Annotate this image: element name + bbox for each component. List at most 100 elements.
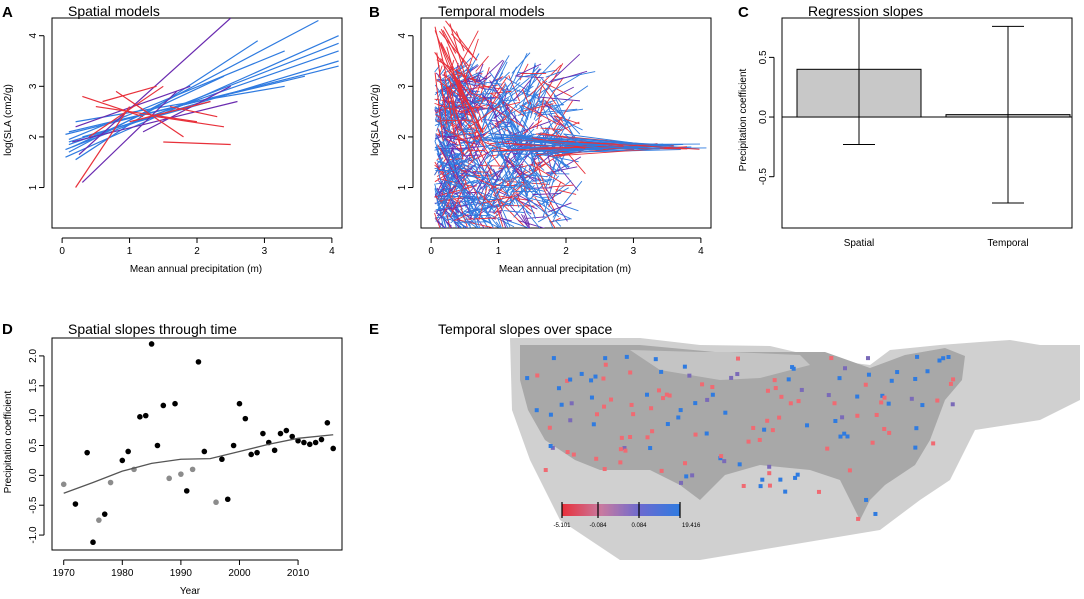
regression-line [525, 184, 540, 196]
regression-line [474, 80, 503, 85]
site-dot [760, 477, 765, 482]
site-dot [682, 364, 687, 369]
site-dot [661, 396, 666, 401]
regression-line [453, 222, 463, 228]
site-dot [855, 394, 860, 399]
regression-line [443, 71, 455, 136]
regression-line [473, 127, 485, 130]
regression-line [465, 197, 475, 203]
regression-line [458, 186, 474, 208]
ylabel-c: Precipitation coefficient [738, 68, 749, 171]
y-tick-label: 1.0 [28, 408, 39, 422]
legend-tick-label: 19.416 [682, 523, 701, 529]
site-dot [704, 431, 709, 436]
regression-line [461, 101, 473, 117]
title-e: Temporal slopes over space [438, 321, 613, 337]
panel-letter-a: A [2, 4, 13, 21]
regression-line [467, 91, 484, 104]
data-point [289, 433, 296, 440]
site-dot [845, 434, 850, 439]
regression-line [518, 190, 550, 217]
frame-c [781, 17, 1073, 229]
regression-line [469, 63, 484, 99]
regression-line [494, 134, 669, 146]
site-dot [741, 483, 746, 488]
site-dot [935, 398, 940, 403]
regression-line [552, 209, 559, 222]
regression-line [436, 153, 444, 168]
regression-line [115, 90, 184, 138]
y-tick-label: -1.0 [28, 526, 39, 544]
regression-line [436, 157, 444, 164]
regression-line [544, 157, 558, 189]
site-dot [601, 376, 606, 381]
regression-line [465, 69, 472, 80]
site-dot [770, 428, 775, 433]
regression-line [549, 184, 574, 188]
site-dot [838, 434, 843, 439]
site-dot [602, 404, 607, 409]
plot-b: 0 1 2 3 4 1 2 3 4 [397, 20, 707, 257]
site-dot [777, 415, 782, 420]
data-point [125, 448, 131, 455]
regression-line [436, 157, 444, 160]
regression-line [503, 159, 536, 182]
regression-line [499, 71, 510, 83]
plot-d: 1970 1980 1990 2000 2010 -1.0 -0.5 0.0 0.5 1.0 1.5… [28, 341, 337, 579]
x-tick-label: 2 [194, 246, 200, 257]
title-a: Spatial models [68, 3, 160, 19]
regression-line [75, 106, 131, 188]
regression-line [532, 194, 557, 204]
regression-line [440, 143, 464, 186]
site-dot [772, 378, 777, 383]
regression-line [458, 95, 482, 132]
site-dot [874, 412, 879, 417]
regression-line [531, 137, 586, 149]
site-dot [865, 356, 870, 361]
regression-line [434, 183, 441, 203]
regression-line [435, 206, 451, 211]
regression-line [522, 88, 530, 104]
site-dot [773, 386, 778, 391]
site-dot [618, 460, 623, 465]
panel-letter-b: B [369, 4, 380, 21]
category-label: Temporal [987, 238, 1028, 249]
regression-line [528, 64, 562, 98]
x-tick-label: 1 [496, 246, 502, 257]
regression-line [75, 40, 259, 161]
regression-line [500, 145, 623, 151]
data-point [277, 430, 284, 437]
legend-tick-label: 0.084 [631, 523, 647, 529]
regression-line [521, 104, 561, 126]
data-point [219, 456, 225, 463]
regression-line [498, 102, 502, 112]
site-dot [628, 370, 633, 375]
regression-line [82, 95, 144, 118]
x-tick-label: 2 [563, 246, 569, 257]
site-dot [548, 444, 553, 449]
site-dot [722, 459, 727, 464]
regression-line [437, 119, 472, 122]
regression-line [442, 30, 457, 54]
regression-line [515, 75, 544, 79]
site-dot [863, 382, 868, 387]
site-dot [765, 388, 770, 393]
site-dot [864, 497, 869, 502]
site-dot [543, 468, 548, 473]
site-dot [889, 378, 894, 383]
regression-line [443, 73, 477, 114]
regression-line [519, 178, 532, 188]
regression-line [95, 105, 198, 123]
regression-line [129, 100, 211, 123]
regression-line [440, 58, 473, 98]
regression-line [489, 124, 503, 159]
site-dot [579, 371, 584, 376]
regression-line [530, 157, 538, 182]
site-dot [687, 373, 692, 378]
regression-line [81, 90, 178, 183]
site-dot [551, 356, 556, 361]
panel-letter-c: C [738, 4, 749, 21]
site-dot [650, 429, 655, 434]
site-dot [628, 434, 633, 439]
x-tick-label: 3 [631, 246, 637, 257]
